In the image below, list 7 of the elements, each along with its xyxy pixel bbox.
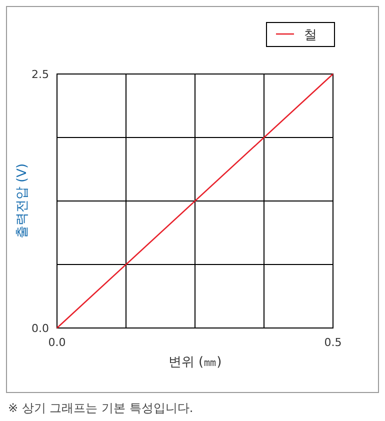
legend-label: 철 bbox=[304, 28, 317, 43]
legend: 철 bbox=[266, 22, 335, 47]
x-axis-title: 변위 (㎜) bbox=[168, 355, 222, 370]
x-tick-label: 0.5 bbox=[324, 336, 342, 349]
y-axis-title: 출력전압 (V) bbox=[15, 163, 30, 239]
text: ※ 상기 그래프는 기본 특성입니다. bbox=[8, 401, 194, 415]
y-tick-label: 2.5 bbox=[32, 68, 49, 81]
